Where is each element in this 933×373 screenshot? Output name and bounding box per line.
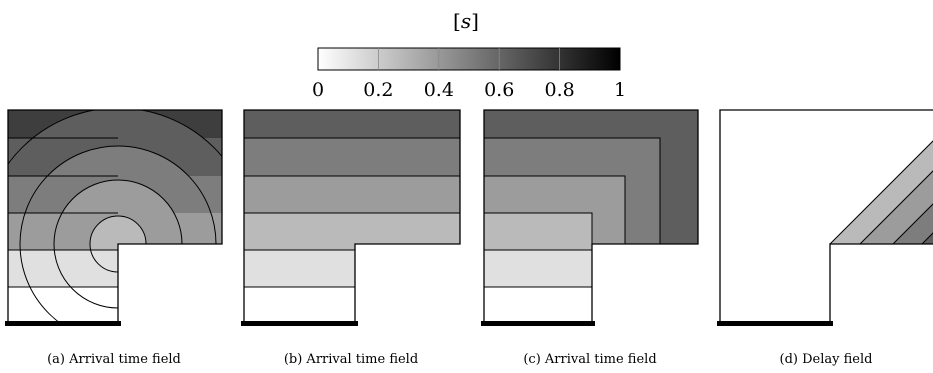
colorbar-dividers <box>377 48 560 70</box>
colorbar-tick-label: 0.4 <box>424 79 454 101</box>
panel-c-caption: (c) Arrival time field <box>523 352 656 367</box>
band-level-2 <box>830 110 933 260</box>
panel-b: (b) Arrival time field <box>241 109 461 367</box>
band-level-0 <box>8 287 222 325</box>
colorbar-unit-label: [s] <box>453 9 479 33</box>
colorbar-tick-labels: 0 0.2 0.4 0.6 0.8 1 <box>312 79 626 101</box>
panel-c-bands <box>484 110 698 325</box>
colorbar-tick-label: 1 <box>614 79 626 101</box>
panel-d-bands <box>720 110 933 325</box>
colorbar-tick-label: 0.2 <box>363 79 393 101</box>
panel-d-caption: (d) Delay field <box>780 352 873 367</box>
colorbar-gradient <box>317 47 621 71</box>
panel-c-contours <box>484 137 661 288</box>
band-level-4 <box>893 110 933 260</box>
panel-d-contours <box>829 110 933 245</box>
panel-a: (a) Arrival time field <box>5 109 223 367</box>
panel-c-base <box>481 321 595 326</box>
colorbar-tick-label: 0.6 <box>484 79 514 101</box>
band-level-4 <box>244 138 460 178</box>
colorbar-tick-label: 0.8 <box>544 79 574 101</box>
panel-b-bands <box>244 110 460 325</box>
band-level-3 <box>860 110 933 260</box>
panel-a-base <box>5 321 121 326</box>
band-level-0 <box>484 287 595 325</box>
colorbar: 0 0.2 0.4 0.6 0.8 1 <box>312 47 626 101</box>
panel-b-caption: (b) Arrival time field <box>284 352 418 367</box>
band-level-5 <box>244 110 460 140</box>
panel-d: (d) Delay field <box>717 109 933 367</box>
panel-b-contours <box>244 137 460 288</box>
panel-b-base <box>241 321 358 326</box>
panel-d-base <box>717 321 833 326</box>
colorbar-tick-label: 0 <box>312 79 324 101</box>
band-level-3 <box>244 176 460 216</box>
panel-a-caption: (a) Arrival time field <box>47 352 181 367</box>
panel-c: (c) Arrival time field <box>481 109 699 367</box>
